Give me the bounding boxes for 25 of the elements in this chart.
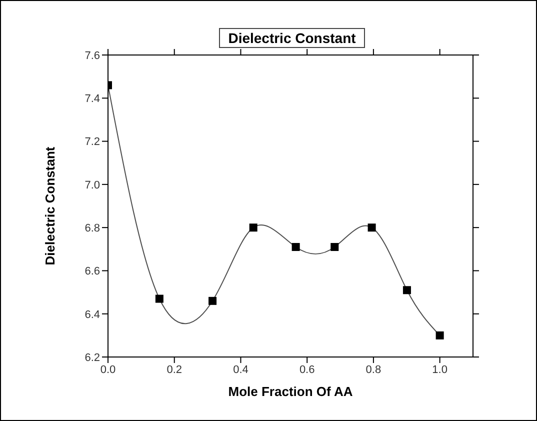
y-axis-title: Dielectric Constant <box>42 146 58 266</box>
x-tick-label: 0.2 <box>166 364 182 376</box>
point <box>402 286 411 294</box>
y-tick-label: 6.8 <box>84 222 100 234</box>
x-tick-label: 0.8 <box>366 364 382 376</box>
y-tick-label: 7.6 <box>84 50 100 62</box>
chart-title: Dielectric Constant <box>219 28 365 48</box>
x-tick-label: 0.6 <box>299 364 315 376</box>
point <box>368 224 376 232</box>
y-tick-label: 6.2 <box>84 352 100 364</box>
x-tick-label: 0.4 <box>233 364 248 376</box>
point <box>155 294 164 303</box>
x-axis-title: Mole Fraction Of AA <box>228 384 354 399</box>
y-tick-label: 7.4 <box>84 93 100 106</box>
x-tick-label: 1.0 <box>432 364 448 376</box>
y-tick-label: 7.2 <box>84 136 100 148</box>
point <box>436 331 444 340</box>
point <box>292 242 300 251</box>
point <box>330 242 339 251</box>
point <box>249 224 258 232</box>
point <box>208 296 217 305</box>
x-tick-label: 0.0 <box>100 364 116 376</box>
y-tick-label: 7.0 <box>84 179 100 192</box>
y-tick-label: 6.6 <box>84 266 100 278</box>
y-tick-label: 6.4 <box>84 308 100 321</box>
